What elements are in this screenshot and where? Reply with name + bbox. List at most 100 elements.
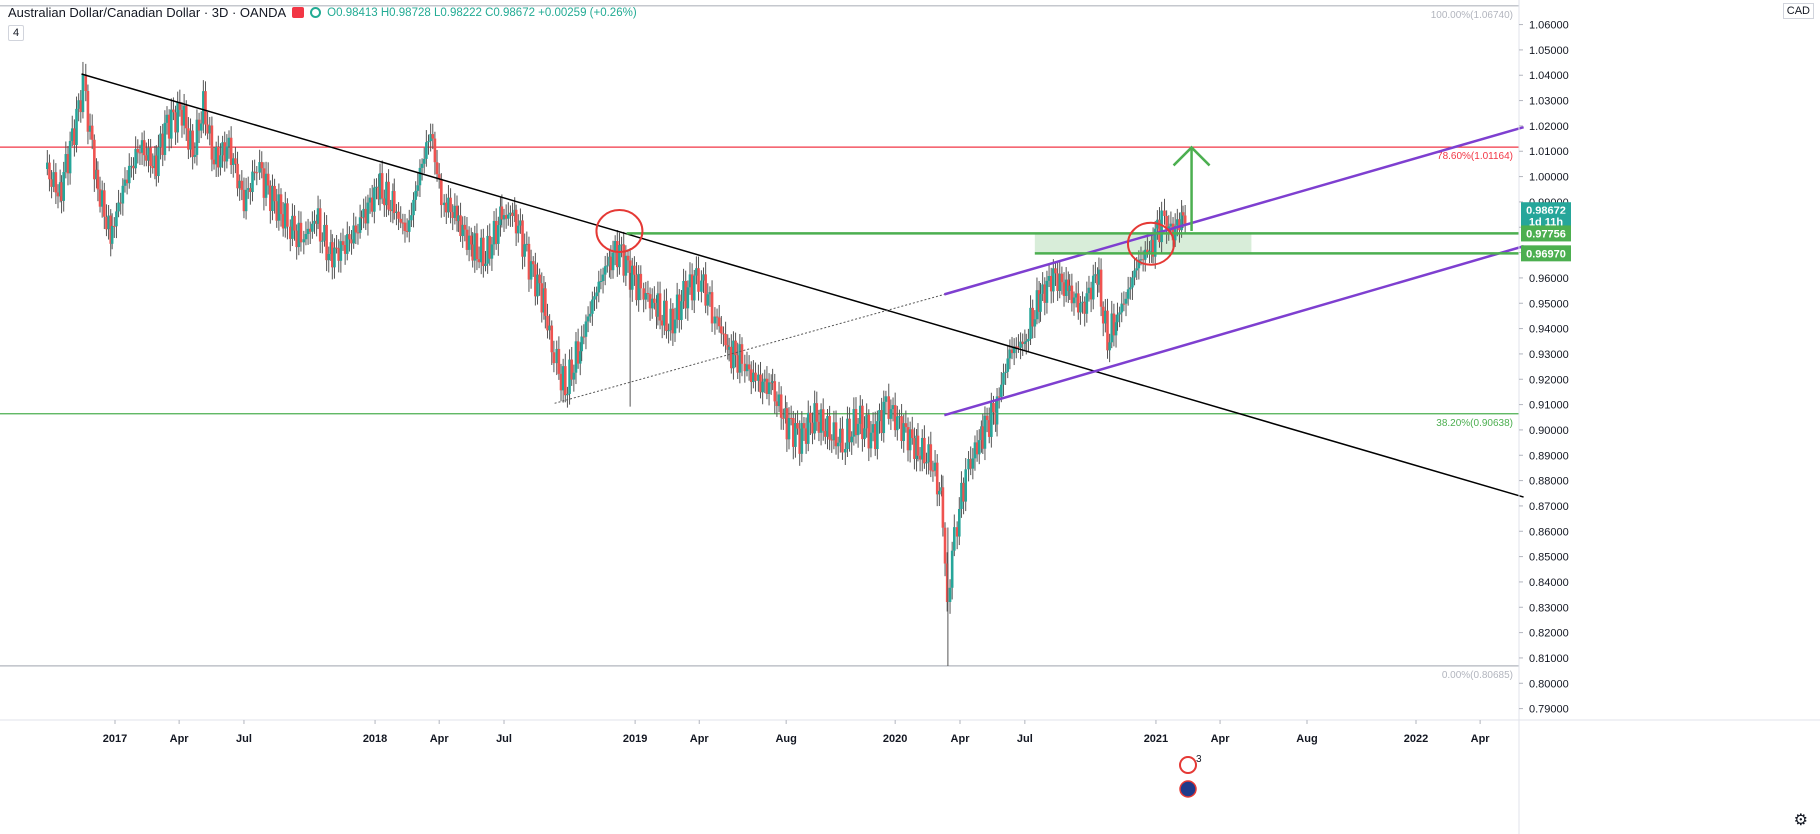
candle-down bbox=[671, 308, 675, 334]
candle-up bbox=[1120, 303, 1124, 313]
fib-level-label: 100.00%(1.06740) bbox=[1431, 10, 1513, 21]
candle-down bbox=[743, 363, 747, 372]
candle-down bbox=[132, 165, 135, 169]
candle-down bbox=[350, 239, 353, 244]
channel-lower-line[interactable] bbox=[943, 245, 1524, 417]
channel-upper-line[interactable] bbox=[943, 125, 1524, 296]
candle-down bbox=[981, 426, 985, 449]
candle-down bbox=[266, 173, 270, 186]
candle-up bbox=[378, 173, 382, 200]
candle-down bbox=[197, 119, 201, 131]
candle-down bbox=[726, 345, 730, 350]
candle-up bbox=[271, 185, 274, 211]
candle-up bbox=[352, 225, 355, 244]
candle-up bbox=[461, 224, 464, 237]
gear-icon[interactable]: ⚙ bbox=[1793, 812, 1808, 829]
candle-up bbox=[264, 173, 268, 198]
candle-down bbox=[1151, 239, 1155, 257]
symbol-title[interactable]: Australian Dollar/Canadian Dollar · 3D ·… bbox=[8, 5, 287, 20]
candle-down bbox=[161, 133, 165, 155]
candle-up bbox=[366, 202, 370, 224]
time-tick-label: Apr bbox=[690, 733, 710, 745]
candle-up bbox=[302, 239, 306, 243]
candle-up bbox=[925, 462, 928, 464]
candle-down bbox=[178, 102, 182, 110]
highlight-circle[interactable] bbox=[595, 209, 644, 254]
candle-up bbox=[950, 550, 954, 588]
support-zone[interactable] bbox=[1034, 233, 1252, 254]
candle-down bbox=[734, 340, 737, 356]
candle-up bbox=[603, 266, 607, 275]
candle-up bbox=[682, 280, 685, 302]
candle-up bbox=[321, 240, 324, 242]
candle-down bbox=[559, 373, 563, 391]
candle-down bbox=[445, 202, 448, 213]
up-arrow-head[interactable] bbox=[1172, 145, 1211, 167]
candle-down bbox=[1146, 249, 1149, 253]
flag-icon[interactable] bbox=[292, 7, 305, 18]
price-tick-label: 1.01000 bbox=[1529, 146, 1569, 158]
candle-up bbox=[58, 182, 62, 197]
candle-down bbox=[103, 190, 106, 217]
candle-up bbox=[555, 348, 559, 364]
candle-down bbox=[1054, 268, 1057, 274]
candle-up bbox=[957, 508, 961, 537]
australia-event-icon[interactable] bbox=[1179, 780, 1197, 798]
candle-up bbox=[637, 273, 640, 301]
candle-up bbox=[767, 382, 771, 395]
price-tick-label: 1.00000 bbox=[1529, 172, 1569, 184]
candle-down bbox=[212, 159, 216, 165]
candle-up bbox=[591, 299, 594, 314]
candle-up bbox=[777, 394, 781, 407]
candle-up bbox=[787, 417, 791, 440]
candle-down bbox=[910, 429, 914, 439]
canada-event-icon[interactable] bbox=[1179, 756, 1198, 774]
candle-up bbox=[826, 416, 829, 437]
candle-down bbox=[281, 214, 285, 229]
candle-up bbox=[1110, 313, 1114, 343]
candle-down bbox=[293, 215, 296, 231]
price-tick-label: 0.88000 bbox=[1529, 476, 1569, 488]
candle-down bbox=[1060, 273, 1064, 283]
candle-up bbox=[329, 242, 333, 255]
candle-down bbox=[665, 300, 668, 331]
candle-up bbox=[606, 265, 609, 267]
drawings[interactable]: 3 bbox=[81, 73, 1524, 798]
candle-up bbox=[578, 351, 582, 364]
candle-down bbox=[900, 416, 903, 442]
support-zone-rect[interactable] bbox=[1034, 233, 1252, 254]
candle-down bbox=[941, 487, 945, 528]
candle-up bbox=[316, 208, 320, 224]
candle-up bbox=[948, 587, 952, 602]
highlight-circle[interactable] bbox=[1126, 221, 1175, 266]
candle-up bbox=[497, 225, 500, 244]
price-label-tag bbox=[1521, 245, 1571, 262]
price-tick-label: 1.05000 bbox=[1529, 45, 1569, 57]
candle-down bbox=[834, 422, 838, 447]
candle-up bbox=[1104, 310, 1107, 324]
downtrend-line[interactable] bbox=[81, 73, 1524, 498]
candle-up bbox=[407, 220, 411, 232]
candle-up bbox=[523, 244, 526, 257]
candle-down bbox=[262, 168, 266, 198]
candle-down bbox=[773, 381, 777, 402]
fib-retracement[interactable]: 100.00%(1.06740) 78.60%(1.01164) 38.20%(0.… bbox=[0, 5, 1519, 681]
candle-down bbox=[1165, 215, 1168, 232]
candle-up bbox=[1058, 273, 1062, 291]
candle-up bbox=[1180, 212, 1183, 231]
currency-badge[interactable]: CAD bbox=[1782, 3, 1814, 19]
candle-down bbox=[1021, 341, 1025, 344]
candle-down bbox=[648, 294, 652, 309]
candle-down bbox=[455, 205, 459, 222]
price-tick-label: 1.04000 bbox=[1529, 70, 1569, 82]
dotted-trend-line[interactable] bbox=[554, 293, 945, 404]
candle-down bbox=[538, 274, 541, 284]
candle-up bbox=[486, 235, 489, 264]
candle-up bbox=[1085, 293, 1089, 314]
candle-up bbox=[123, 179, 127, 186]
candle-up bbox=[244, 189, 248, 212]
price-label-text: 0.97756 bbox=[1526, 228, 1566, 240]
indicator-count-badge[interactable]: 4 bbox=[8, 25, 25, 41]
candle-down bbox=[690, 274, 694, 301]
